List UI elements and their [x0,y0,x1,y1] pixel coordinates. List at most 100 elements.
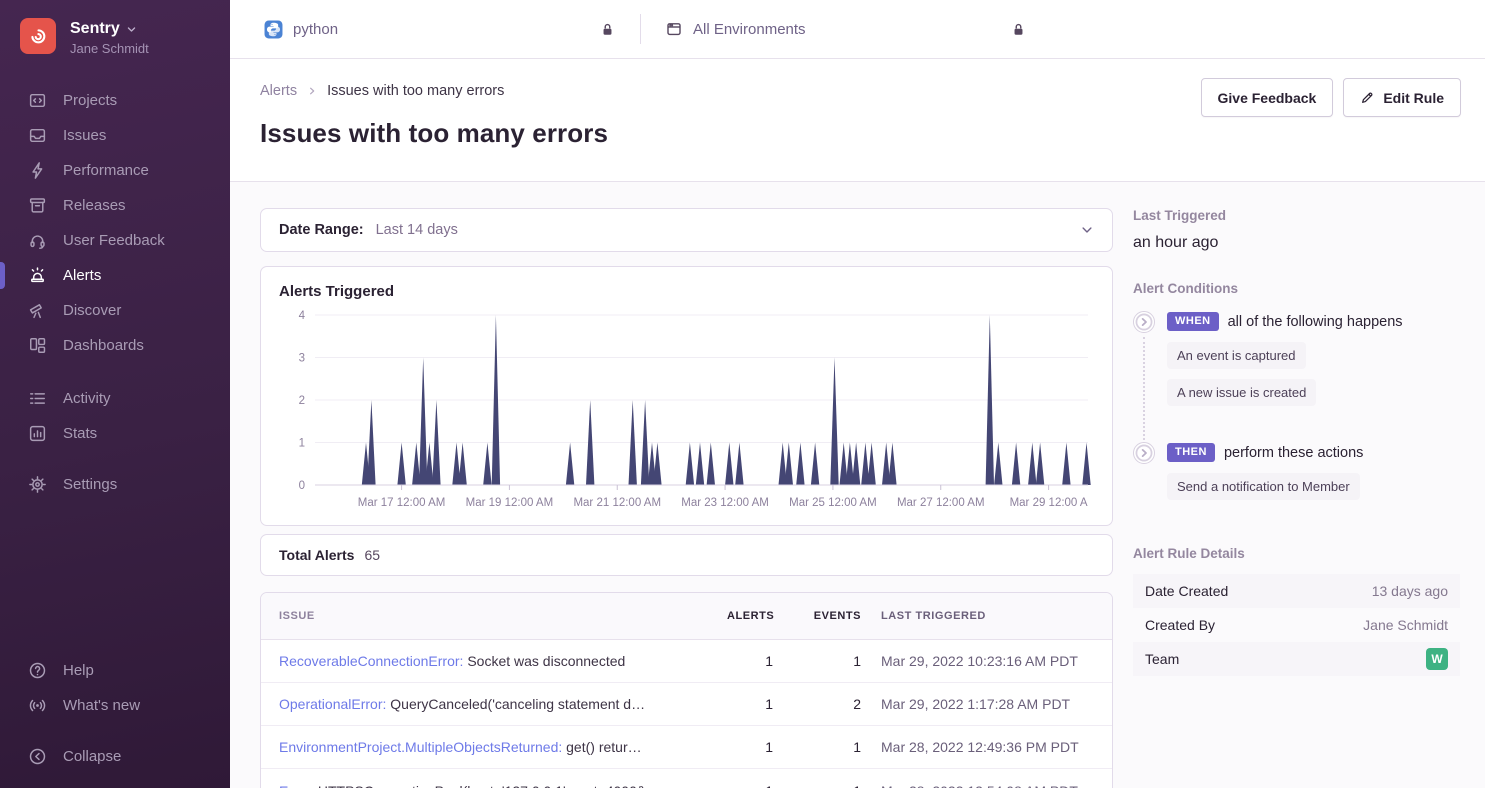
org-name-label: Sentry [70,20,120,37]
condition-text: all of the following happens [1227,313,1403,330]
table-row: Error: HTTPSConnectionPool(host='127.0.0… [261,769,1112,788]
chevron-down-icon [126,24,137,35]
issue-link[interactable]: OperationalError: [279,696,387,712]
environment-selector[interactable]: All Environments [665,20,1027,38]
project-selector[interactable]: python [264,20,616,39]
breadcrumb-separator-icon [307,86,317,96]
issues-table-header: ISSUE ALERTS EVENTS LAST TRIGGERED [261,593,1112,640]
alerts-count: 1 [765,653,773,669]
alert-rule-details: Date Created 13 days ago Created By Jane Sc… [1133,574,1460,676]
svg-text:2: 2 [299,395,305,407]
svg-text:Mar 17 12:00 AM: Mar 17 12:00 AM [358,497,446,509]
whats-new-icon [29,699,46,712]
total-alerts-summary: Total Alerts 65 [260,534,1113,576]
org-name[interactable]: Sentry [70,19,149,39]
last-triggered-time: Mar 28, 2022 12:49:36 PM PDT [881,739,1079,755]
issue-cell: Error: HTTPSConnectionPool(host='127.0.0… [261,783,709,788]
chevron-right-circle-icon[interactable] [1133,442,1155,464]
project-name: python [293,20,339,38]
svg-text:4: 4 [299,310,306,322]
svg-text:Mar 29 12:00 A: Mar 29 12:00 A [1010,497,1088,509]
date-range-select[interactable]: Date Range: Last 14 days [260,208,1113,252]
condition-chip: A new issue is created [1167,379,1317,406]
user-feedback-icon [30,235,45,250]
breadcrumb-alerts-link[interactable]: Alerts [260,83,298,99]
last-triggered-time: Mar 28, 2022 12:54:08 AM PDT [877,783,1112,788]
sidebar-item-label: Stats [63,425,98,443]
detail-label: Created By [1145,617,1216,633]
date-range-value: Last 14 days [375,222,458,238]
settings-icon [29,476,46,494]
alerts-triggered-chart[interactable]: 0 1 2 3 4 Mar 17 12:00 AM Mar 19 12:00 AM Mar 2… [279,304,1094,518]
help-icon [29,662,46,679]
sidebar: Sentry Jane Schmidt Projects Issues Perfor… [0,0,230,788]
sidebar-item-label: User Feedback [63,232,165,250]
collapse-icon [29,748,46,765]
page-header: Alerts Issues with too many errors Issue… [230,59,1485,182]
alerts-count: 1 [765,739,773,755]
edit-rule-button[interactable]: Edit Rule [1343,78,1461,117]
column-header-issue: ISSUE [279,610,315,622]
user-name: Jane Schmidt [70,41,149,56]
issues-table-body: RecoverableConnectionError: Socket was d… [261,640,1112,788]
sidebar-item-user-feedback[interactable]: User Feedback [0,223,230,258]
sidebar-item-alerts[interactable]: Alerts [0,258,230,293]
issue-link[interactable]: EnvironmentProject.MultipleObjectsReturn… [279,739,563,755]
condition-group-then: THEN perform these actions Send a notifica… [1133,442,1460,536]
detail-value: Jane Schmidt [1363,617,1448,633]
last-triggered-time: Mar 29, 2022 10:23:16 AM PDT [881,653,1078,669]
sidebar-item-projects[interactable]: Projects [0,83,230,118]
sentry-logo-icon[interactable] [20,18,56,54]
last-triggered-heading: Last Triggered [1133,208,1227,223]
condition-group-when: WHEN all of the following happens An event… [1133,311,1460,442]
sidebar-item-discover[interactable]: Discover [0,293,230,328]
sidebar-item-collapse[interactable]: Collapse [0,739,230,774]
sidebar-item-label: Releases [63,197,126,215]
activity-icon [30,393,45,405]
give-feedback-button[interactable]: Give Feedback [1200,78,1334,117]
edit-rule-label: Edit Rule [1383,89,1444,106]
detail-row-date-created: Date Created 13 days ago [1133,574,1460,608]
issue-link[interactable]: RecoverableConnectionError: [279,653,464,669]
environment-lock-icon[interactable] [1010,21,1027,38]
sidebar-item-issues[interactable]: Issues [0,118,230,153]
team-avatar-badge[interactable]: W [1426,648,1448,670]
chevron-right-circle-icon[interactable] [1133,311,1155,333]
sidebar-item-performance[interactable]: Performance [0,153,230,188]
project-lock-icon[interactable] [599,21,616,38]
svg-text:Mar 25 12:00 AM: Mar 25 12:00 AM [789,497,877,509]
issue-link[interactable]: Error: [279,783,314,788]
issues-icon [29,129,46,143]
issue-cell: EnvironmentProject.MultipleObjectsReturn… [261,739,709,755]
issue-description: HTTPSConnectionPool(host='127.0.0.1', po… [314,783,646,788]
date-range-label: Date Range: [279,222,364,238]
environment-icon [665,20,683,38]
sidebar-item-what-s-new[interactable]: What's new [0,688,230,723]
sidebar-item-label: Dashboards [63,337,144,355]
sidebar-item-releases[interactable]: Releases [0,188,230,223]
sidebar-item-stats[interactable]: Stats [0,416,230,451]
issue-description: get() retur… [562,739,642,755]
detail-value: 13 days ago [1371,583,1448,599]
sidebar-item-help[interactable]: Help [0,653,230,688]
sidebar-item-settings[interactable]: Settings [0,467,230,502]
python-project-icon [264,20,283,39]
org-switcher[interactable]: Sentry Jane Schmidt [0,18,230,57]
dashboards-icon [30,338,46,354]
alert-rule-details-heading: Alert Rule Details [1133,546,1245,561]
chevron-down-icon [1080,223,1094,237]
svg-text:Mar 23 12:00 AM: Mar 23 12:00 AM [681,497,769,509]
svg-text:Mar 19 12:00 AM: Mar 19 12:00 AM [466,497,554,509]
sidebar-item-label: Collapse [63,748,122,765]
projects-icon [29,94,46,108]
sidebar-item-activity[interactable]: Activity [0,381,230,416]
alert-conditions-heading: Alert Conditions [1133,281,1238,296]
alert-conditions: WHEN all of the following happens An event… [1133,311,1460,536]
last-triggered-time: Mar 29, 2022 1:17:28 AM PDT [881,696,1071,712]
sidebar-item-label: Issues [63,127,107,145]
issue-description: Socket was disconnected [463,653,626,669]
sidebar-item-dashboards[interactable]: Dashboards [0,328,230,363]
sidebar-item-label: Projects [63,92,118,110]
svg-text:1: 1 [299,438,305,450]
sidebar-item-label: Activity [63,390,111,408]
